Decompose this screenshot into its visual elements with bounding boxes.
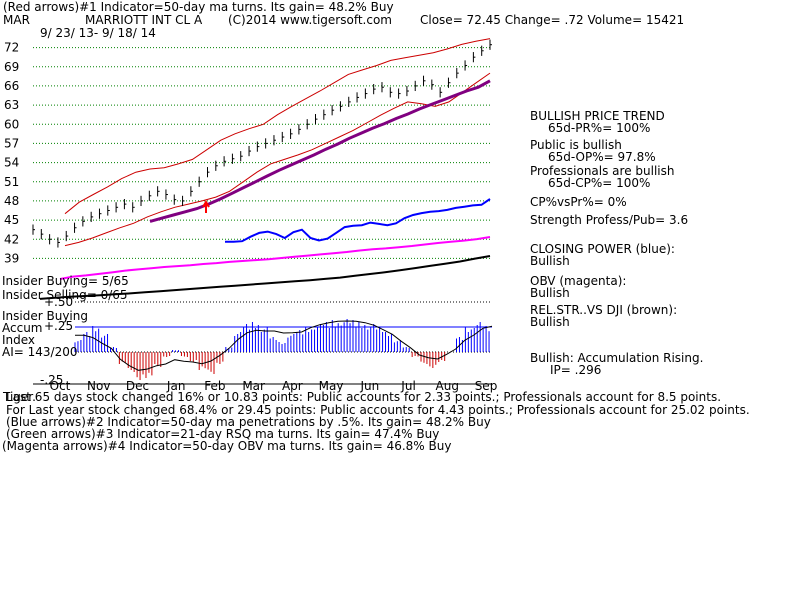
company-name: MARRIOTT INT CL A (85, 13, 203, 27)
month-label: Feb (204, 379, 225, 393)
relstr-value: Bullish (530, 315, 570, 329)
date-range: 9/ 23/ 13- 9/ 18/ 14 (40, 26, 156, 40)
month-label: Mar (242, 379, 265, 393)
footer-line1: Last 65 days stock changed 16% or 10.83 … (6, 390, 722, 404)
price-tick-label: 57 (4, 136, 19, 150)
closing-power-value: Bullish (530, 254, 570, 268)
insider-buying-label: Insider Buying (2, 309, 88, 323)
price-tick-label: 60 (4, 117, 19, 131)
price-tick-label: 66 (4, 79, 19, 93)
footer-line5: (Magenta arrows)#4 Indicator=50-day OBV … (2, 439, 452, 453)
index-label: Index (2, 333, 36, 347)
accum-minus25: -.25 (40, 373, 64, 387)
ip-value: IP= .296 (550, 363, 602, 377)
strength-value: Strength Profess/Pub= 3.6 (530, 213, 689, 227)
closing-power-label: CLOSING POWER (blue): (530, 242, 675, 256)
price-tick-label: 69 (4, 60, 19, 74)
price-tick-label: 54 (4, 156, 19, 170)
cp-value: 65d-CP%= 100% (548, 176, 651, 190)
public-status: Public is bullish (530, 138, 622, 152)
price-tick-label: 42 (4, 232, 19, 246)
month-label: Jan (166, 379, 186, 393)
ai-value: AI= 143/200 (2, 345, 78, 359)
footer-tiger: Tiger. (3, 390, 36, 404)
obv-line (59, 236, 491, 280)
buy-arrow-icon (202, 200, 210, 213)
upper-band-line (64, 38, 491, 215)
insider-buying: Insider Buying= 5/65 (2, 274, 129, 288)
insider-selling: Insider Selling= 0/65 (2, 288, 128, 302)
footer-line3: (Blue arrows)#2 Indicator=50-day ma pene… (6, 415, 491, 429)
price-tick-label: 48 (4, 194, 19, 208)
accum-plus25: +.25 (44, 319, 74, 333)
rel-strength-line (39, 255, 491, 300)
op-value: 65d-OP%= 97.8% (548, 150, 656, 164)
professionals-status: Professionals are bullish (530, 164, 675, 178)
accum-status: Bullish: Accumulation Rising. (530, 351, 704, 365)
relstr-label: REL.STR..VS DJI (brown): (530, 303, 678, 317)
quote-line: Close= 72.45 Change= .72 Volume= 15421 (420, 13, 685, 27)
copyright: (C)2014 www.tigersoft.com (228, 13, 392, 27)
obv-label: OBV (magenta): (530, 274, 627, 288)
footer-line4: (Green arrows)#3 Indicator=21-day RSQ ma… (6, 427, 440, 441)
month-label: Sep (475, 379, 498, 393)
month-label: Dec (126, 379, 149, 393)
cpvspr-value: CP%vsPr%= 0% (530, 195, 627, 209)
month-label: Jul (400, 379, 415, 393)
price-tick-label: 45 (4, 213, 19, 227)
pr-value: 65d-PR%= 100% (548, 121, 651, 135)
trend-title: BULLISH PRICE TREND (530, 109, 665, 123)
month-label: Apr (282, 379, 303, 393)
lower-band-line (64, 72, 491, 247)
accum-label: Accum (2, 321, 43, 335)
month-label: Oct (50, 379, 71, 393)
price-tick-label: 63 (4, 98, 19, 112)
month-label: May (319, 379, 344, 393)
price-tick-label: 51 (4, 175, 19, 189)
price-tick-label: 72 (4, 41, 19, 55)
accum-plus50: +.50 (44, 295, 74, 309)
month-label: Jun (359, 379, 379, 393)
obv-value: Bullish (530, 286, 570, 300)
accum-ma-line (75, 320, 493, 371)
month-label: Aug (436, 379, 459, 393)
header-line1: (Red arrows)#1 Indicator=50-day ma turns… (3, 0, 394, 14)
price-tick-label: 39 (4, 251, 19, 265)
footer-line2: For Last year stock changed 68.4% or 29.… (6, 403, 750, 417)
month-label: Nov (87, 379, 110, 393)
ma50-line (149, 79, 491, 223)
ticker: MAR (3, 13, 30, 27)
closing-power-line (225, 198, 491, 243)
